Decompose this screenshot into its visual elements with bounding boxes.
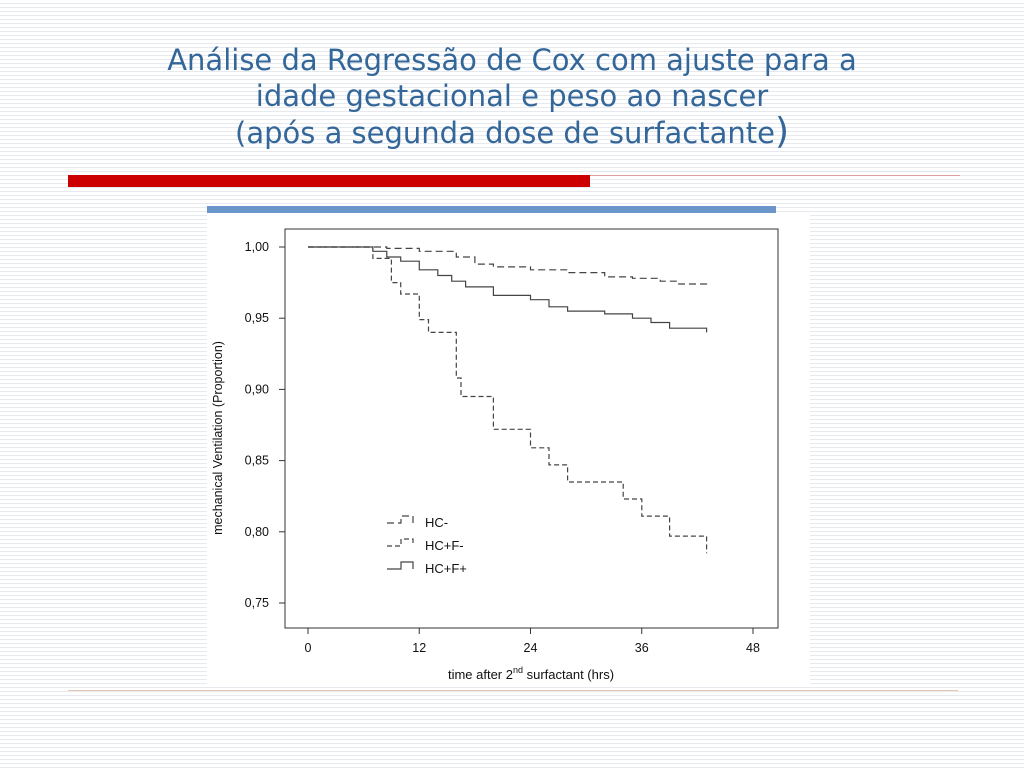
legend-label: HC- — [425, 515, 448, 530]
y-tick-label: 0,80 — [245, 525, 269, 539]
y-tick-label: 0,75 — [245, 596, 269, 610]
legend-label: HC+F- — [425, 538, 464, 553]
legend-swatch — [387, 561, 414, 570]
chart-top-blue-bar — [207, 206, 776, 213]
y-axis: 0,75 0,80 0,85 0,90 0,95 1,00 — [245, 240, 286, 610]
y-tick-label: 0,90 — [245, 382, 269, 396]
series-layer — [308, 246, 708, 554]
series-line-1 — [308, 246, 708, 286]
legend: HC- HC+F- HC+F+ — [387, 515, 467, 576]
title-divider-red-bar — [68, 175, 590, 187]
slide-title: Análise da Regressão de Cox com ajuste p… — [60, 42, 964, 151]
y-axis-label: mechanical Ventilation (Proportion) — [211, 341, 225, 535]
series-line-2 — [308, 246, 708, 554]
y-tick-label: 0,95 — [245, 311, 269, 325]
legend-swatch — [387, 515, 414, 524]
series-line-3 — [308, 246, 708, 333]
title-line-3-text: (após a segunda dose de surfactante — [235, 116, 775, 150]
y-tick-label: 0,85 — [245, 454, 269, 468]
x-axis-label-superscript: nd — [513, 665, 523, 675]
x-axis-label-main: time after 2 — [448, 667, 513, 682]
x-axis: 0 12 24 36 48 — [305, 627, 760, 655]
y-tick-label: 1,00 — [245, 240, 269, 254]
title-line-2: idade gestacional e peso ao nascer — [255, 79, 769, 113]
legend-label: HC+F+ — [425, 561, 467, 576]
x-tick-label: 24 — [524, 641, 538, 655]
x-tick-label: 12 — [412, 641, 426, 655]
plot-frame — [284, 228, 779, 629]
x-tick-label: 48 — [746, 641, 760, 655]
footer-divider — [68, 690, 958, 691]
legend-swatch — [387, 538, 414, 547]
x-axis-label: time after 2nd surfactant (hrs) — [448, 665, 614, 682]
x-tick-label: 0 — [305, 641, 312, 655]
x-axis-label-rest: surfactant (hrs) — [523, 667, 614, 682]
survival-chart: 0,750,800,850,900,951,00 0 12 24 36 48 HC-HC… — [211, 228, 779, 682]
title-line-3: (após a segunda dose de surfactante) — [60, 114, 964, 151]
title-line-1: Análise da Regressão de Cox com ajuste p… — [167, 43, 857, 77]
x-tick-label: 36 — [635, 641, 649, 655]
chart-container: 0,75 0,80 0,85 0,90 0,95 1,00 0 12 24 36 48 HC- HC… — [207, 213, 810, 687]
title-closing-paren: ) — [774, 111, 789, 152]
